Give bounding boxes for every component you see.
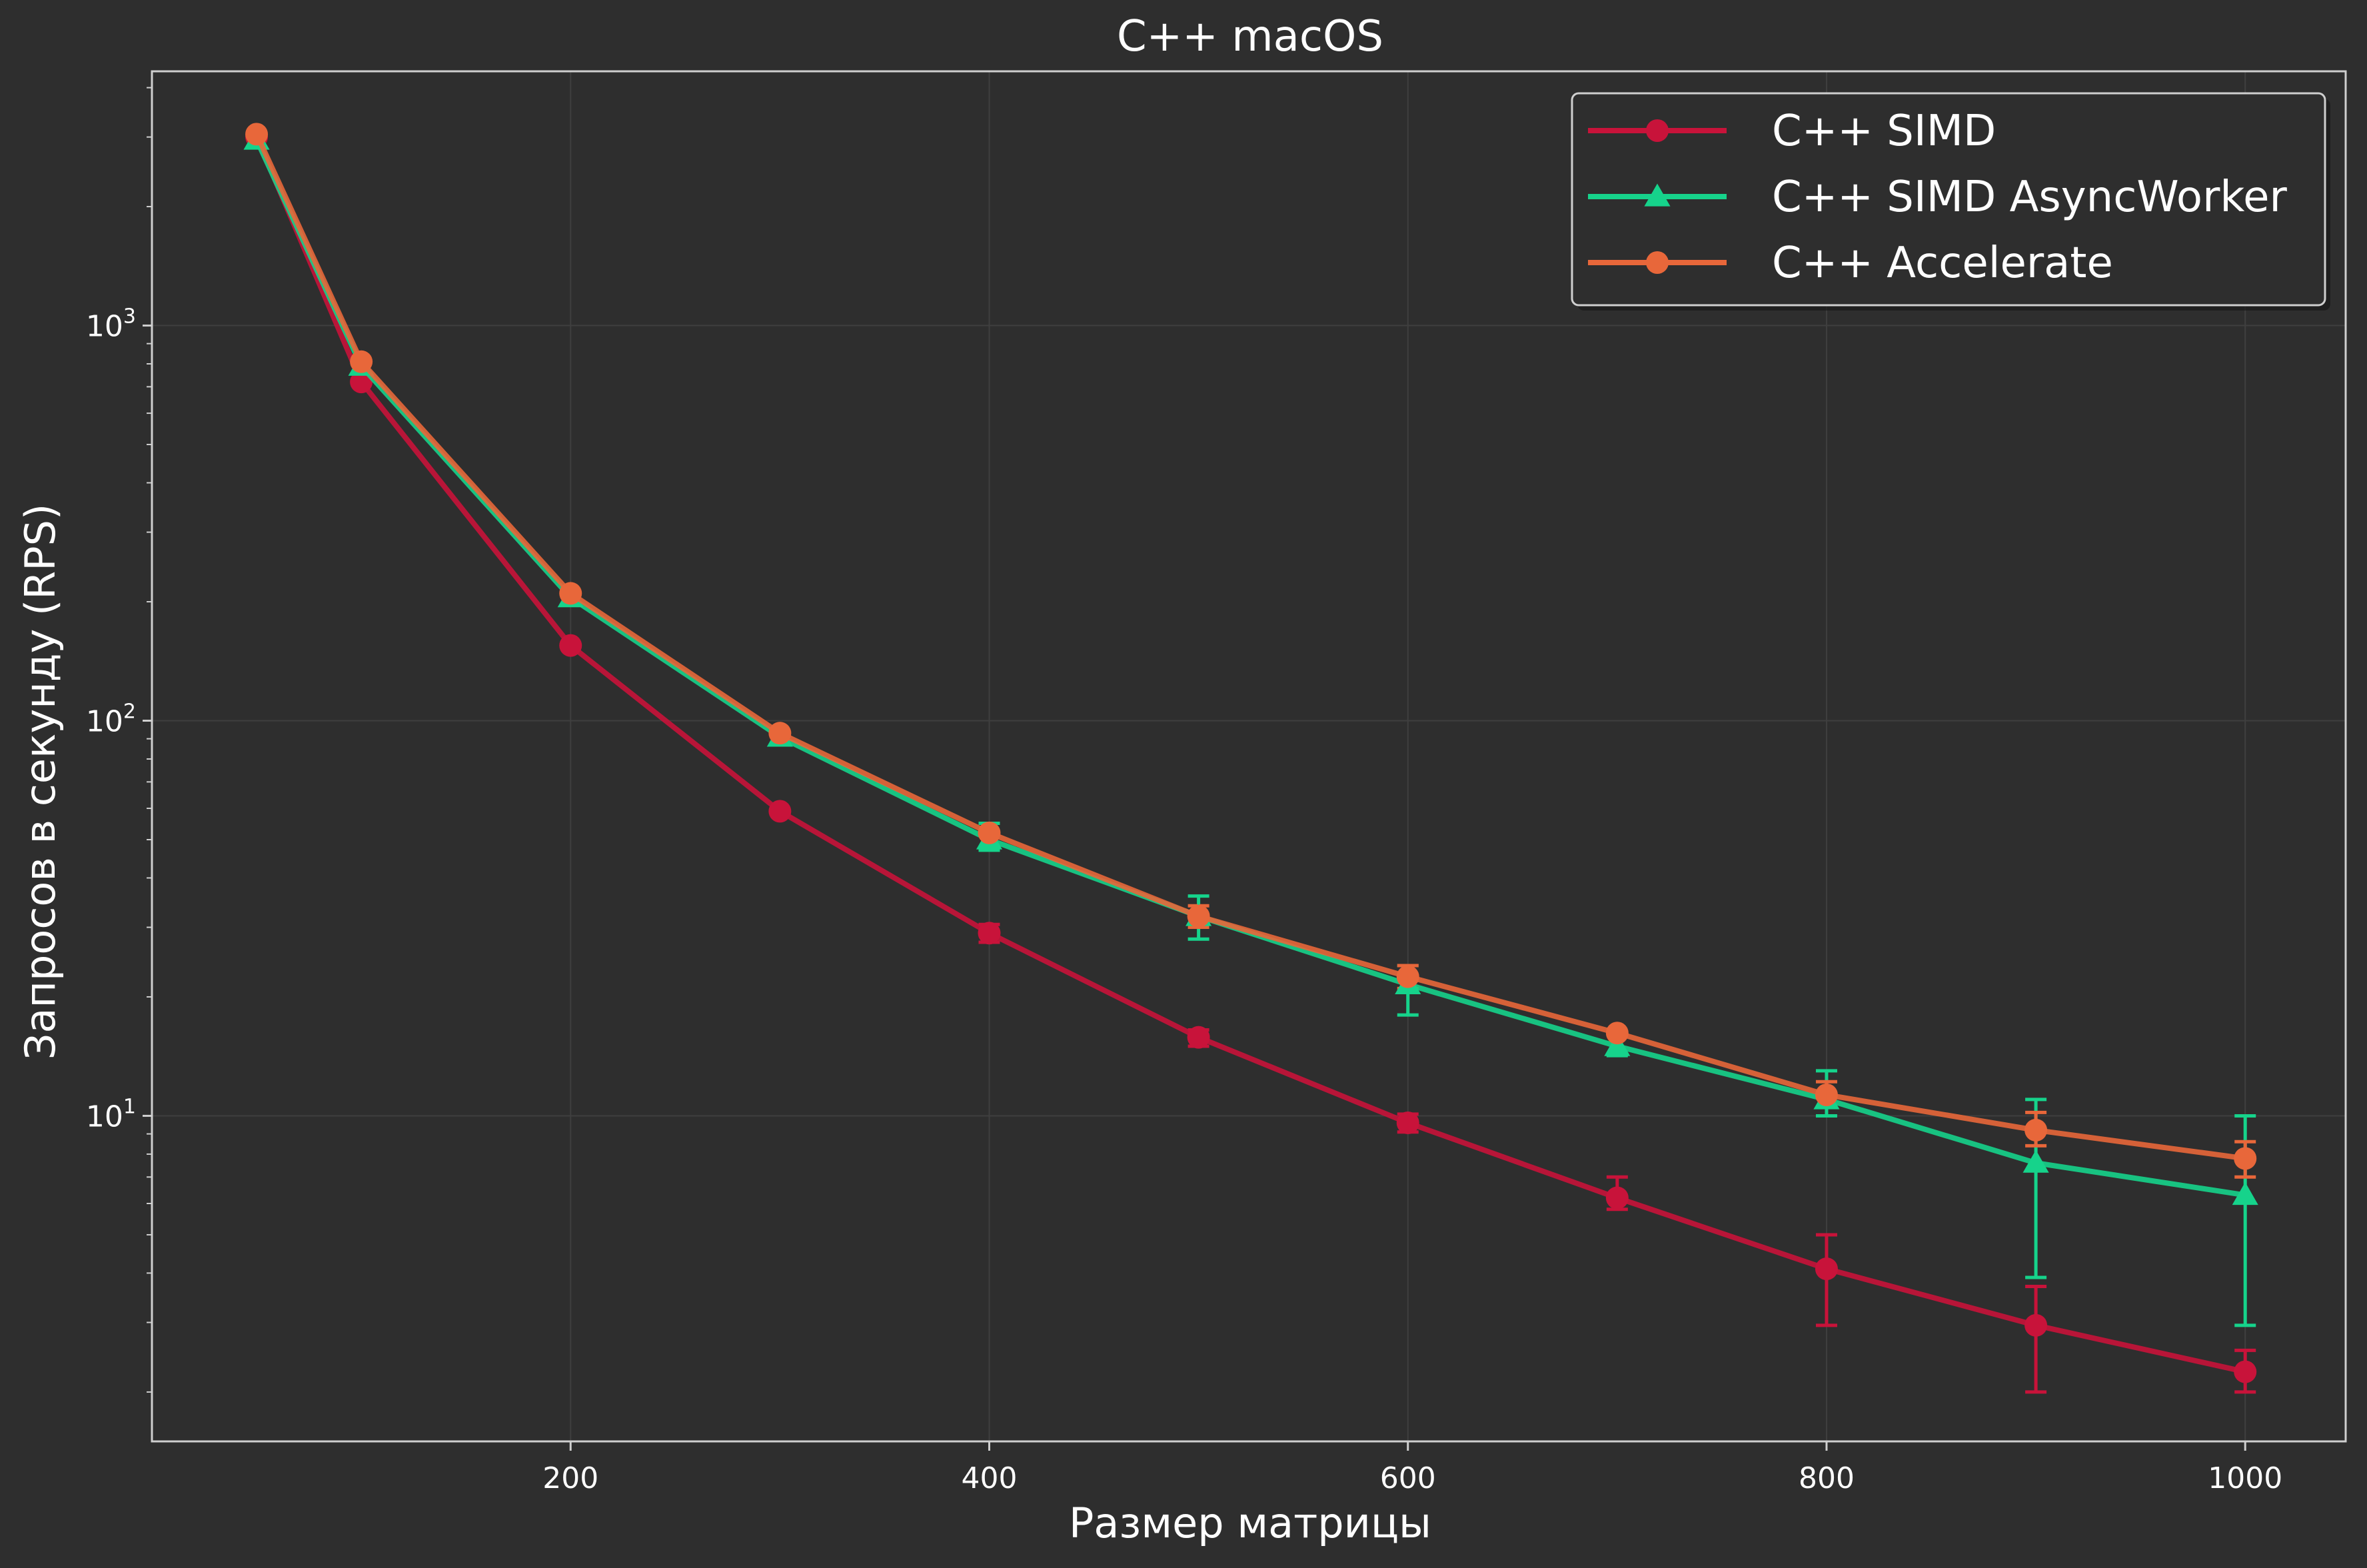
data-point bbox=[1396, 965, 1419, 988]
data-point bbox=[978, 922, 1001, 945]
legend-marker bbox=[1646, 251, 1669, 274]
legend: C++ SIMD C++ SIMD AsyncWorker C++ Accelera… bbox=[1571, 92, 2330, 311]
data-point bbox=[1604, 1033, 1631, 1056]
data-point bbox=[559, 634, 582, 657]
legend-label: C++ SIMD AsyncWorker bbox=[1772, 173, 2288, 222]
y-tick-label: 102 bbox=[86, 700, 136, 738]
x-tick-label: 1000 bbox=[2208, 1461, 2282, 1495]
x-tick-label: 800 bbox=[1799, 1461, 1855, 1495]
legend-marker bbox=[1644, 183, 1671, 207]
series bbox=[245, 123, 2257, 1170]
legend-label: C++ Accelerate bbox=[1772, 239, 2113, 288]
data-point bbox=[1815, 1257, 1838, 1281]
data-point bbox=[1605, 1022, 1629, 1045]
data-point bbox=[2232, 1181, 2258, 1205]
tick-layer: 200 400 600 800 1000 101 102 103 bbox=[86, 87, 2282, 1495]
y-axis-label: Запросов в секунду (RPS) bbox=[16, 504, 65, 1060]
data-point bbox=[1605, 1186, 1629, 1209]
data-point bbox=[2024, 1313, 2048, 1337]
series-layer bbox=[243, 123, 2258, 1383]
data-point bbox=[1396, 1111, 1419, 1134]
data-point bbox=[2022, 1150, 2049, 1173]
x-tick-label: 400 bbox=[961, 1461, 1017, 1495]
data-point bbox=[1187, 1026, 1210, 1049]
legend-box bbox=[1571, 92, 2326, 307]
y-tick-label: 101 bbox=[86, 1095, 136, 1134]
data-point bbox=[2024, 1118, 2048, 1142]
data-point bbox=[350, 371, 373, 394]
y-tick-label: 103 bbox=[86, 305, 136, 344]
data-point bbox=[245, 123, 269, 146]
data-point bbox=[978, 821, 1001, 844]
legend-marker bbox=[1646, 119, 1669, 142]
chart-title: C++ macOS bbox=[1117, 12, 1383, 61]
data-point bbox=[350, 350, 373, 373]
data-point bbox=[768, 722, 792, 745]
x-tick-label: 200 bbox=[542, 1461, 598, 1495]
x-axis-label: Размер матрицы bbox=[1069, 1499, 1431, 1547]
data-point bbox=[1187, 904, 1210, 928]
plot-frame bbox=[151, 70, 2347, 1443]
legend-label: C++ SIMD bbox=[1772, 107, 1996, 156]
data-point bbox=[1815, 1083, 1838, 1106]
data-point bbox=[559, 582, 582, 605]
x-tick-label: 600 bbox=[1380, 1461, 1436, 1495]
data-point bbox=[768, 800, 792, 823]
data-point bbox=[2234, 1360, 2257, 1383]
data-point bbox=[2234, 1147, 2257, 1170]
